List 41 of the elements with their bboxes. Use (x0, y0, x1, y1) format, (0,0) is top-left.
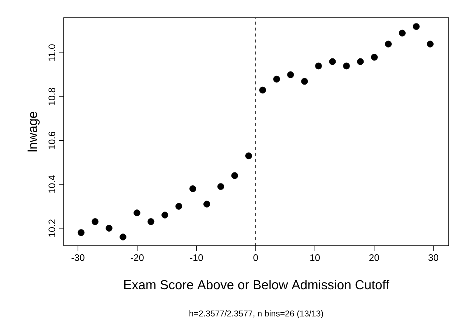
x-tick-label: 30 (428, 254, 438, 262)
x-tick-label: 0 (254, 254, 258, 262)
point (232, 172, 238, 180)
point (106, 225, 113, 232)
point (162, 212, 169, 219)
point (218, 183, 224, 190)
x-tick-label: 20 (370, 254, 380, 262)
point (357, 58, 364, 66)
point (343, 62, 350, 70)
point (273, 76, 280, 83)
text: h=2.3577/2.3577, n bins=26 (13/13) (190, 310, 324, 318)
y-tick-label: 10.2 (48, 220, 56, 237)
point (287, 72, 294, 78)
point (371, 54, 378, 61)
point (260, 86, 266, 94)
x-tick-label: 10 (310, 254, 320, 262)
x-tick-label: -30 (72, 254, 85, 262)
y-tick-label: 10.6 (48, 132, 56, 150)
point (134, 210, 141, 217)
point (78, 229, 85, 236)
point (329, 58, 336, 66)
point (190, 186, 196, 192)
x-tick-label: -20 (131, 254, 144, 262)
point (315, 62, 322, 70)
point (385, 40, 392, 48)
point (176, 203, 182, 210)
point (120, 234, 127, 241)
point (413, 23, 420, 30)
point (301, 78, 308, 85)
y-axis-title: lnwage (28, 112, 40, 152)
point (246, 152, 252, 160)
point (399, 30, 406, 37)
point (148, 218, 155, 226)
x-tick-label: -10 (190, 254, 204, 262)
y-tick-label: 11.0 (48, 44, 56, 62)
point (204, 200, 210, 208)
point (92, 218, 99, 226)
y-tick-label: 10.8 (48, 88, 56, 106)
y-tick-label: 10.4 (48, 176, 56, 194)
point (427, 40, 434, 48)
x-axis-title: Exam Score Above or Below Admission Cutoff (124, 280, 390, 290)
